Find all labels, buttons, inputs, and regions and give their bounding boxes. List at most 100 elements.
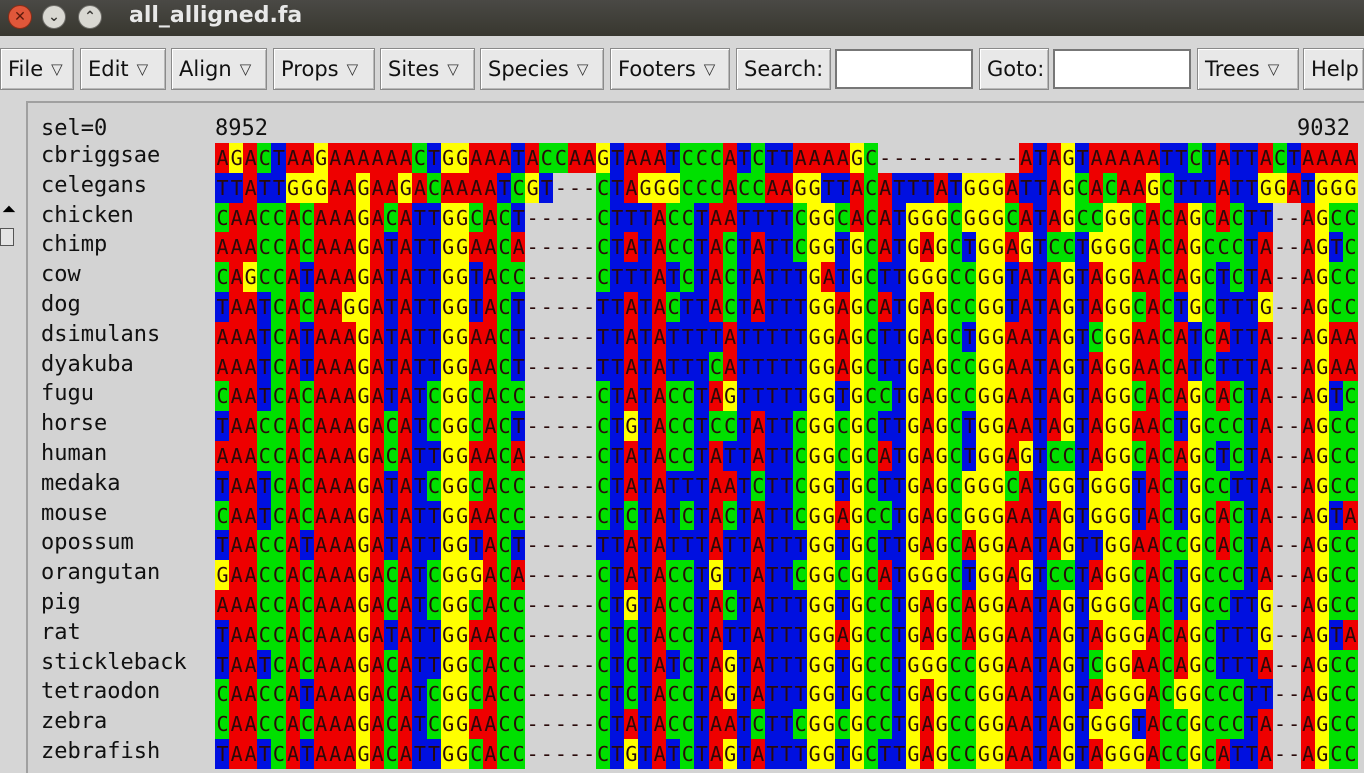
- sequence-cell[interactable]: G: [356, 709, 371, 740]
- sequence-cell[interactable]: A: [652, 530, 668, 561]
- sequence-cell[interactable]: A: [370, 381, 386, 412]
- sequence-cell[interactable]: A: [1173, 619, 1189, 650]
- sequence-cell[interactable]: T: [426, 232, 442, 263]
- sequence-cell[interactable]: -: [525, 470, 541, 501]
- sequence-cell[interactable]: -: [539, 649, 555, 680]
- sequence-cell[interactable]: C: [1075, 172, 1091, 203]
- sequence-cell[interactable]: C: [948, 470, 964, 501]
- sequence-cell[interactable]: T: [215, 411, 230, 442]
- sequence-cell[interactable]: T: [891, 351, 907, 382]
- sequence-cell[interactable]: A: [1131, 262, 1147, 293]
- sequence-cell[interactable]: A: [215, 321, 230, 352]
- sequence-cell[interactable]: T: [609, 172, 625, 203]
- sequence-cell[interactable]: C: [1272, 143, 1288, 173]
- sequence-cell[interactable]: G: [666, 172, 682, 203]
- sequence-cell[interactable]: T: [412, 441, 428, 471]
- sequence-cell[interactable]: T: [891, 292, 907, 322]
- sequence-cell[interactable]: G: [440, 411, 456, 442]
- sequence-cell[interactable]: G: [1272, 172, 1288, 203]
- sequence-cell[interactable]: T: [764, 381, 780, 412]
- sequence-cell[interactable]: C: [271, 351, 287, 382]
- sequence-cell[interactable]: G: [1103, 441, 1119, 471]
- sequence-cell[interactable]: G: [1187, 679, 1203, 710]
- sequence-cell[interactable]: A: [468, 172, 484, 203]
- sequence-cell[interactable]: G: [849, 679, 865, 710]
- sequence-cell[interactable]: T: [609, 739, 625, 769]
- sequence-cell[interactable]: A: [398, 709, 414, 740]
- sequence-cell[interactable]: T: [708, 321, 724, 352]
- sequence-cell[interactable]: G: [962, 202, 978, 233]
- sequence-cell[interactable]: C: [215, 202, 230, 233]
- sequence-cell[interactable]: C: [680, 262, 696, 293]
- sequence-cell[interactable]: C: [215, 709, 230, 740]
- sequence-cell[interactable]: A: [229, 351, 245, 382]
- sequence-cell[interactable]: A: [327, 262, 343, 293]
- sequence-cell[interactable]: A: [623, 381, 639, 412]
- sequence-cell[interactable]: C: [271, 560, 287, 591]
- sequence-cell[interactable]: C: [1343, 292, 1358, 322]
- sequence-cell[interactable]: C: [497, 411, 512, 442]
- sequence-cell[interactable]: C: [863, 590, 879, 620]
- sequence-cell[interactable]: -: [1286, 470, 1302, 501]
- sequence-cell[interactable]: G: [356, 441, 371, 471]
- sequence-cell[interactable]: G: [454, 560, 470, 591]
- sequence-cell[interactable]: T: [539, 172, 555, 203]
- sequence-cell[interactable]: C: [1202, 262, 1217, 293]
- sequence-cell[interactable]: G: [905, 441, 921, 471]
- sequence-cell[interactable]: G: [990, 739, 1006, 769]
- sequence-cell[interactable]: T: [1075, 292, 1091, 322]
- sequence-cell[interactable]: -: [1272, 590, 1288, 620]
- sequence-cell[interactable]: G: [1187, 381, 1203, 412]
- sequence-cell[interactable]: C: [1061, 560, 1076, 591]
- sequence-cell[interactable]: T: [891, 321, 907, 352]
- sequence-cell[interactable]: G: [849, 321, 865, 352]
- sequence-cell[interactable]: C: [215, 381, 230, 412]
- sequence-cell[interactable]: -: [581, 590, 597, 620]
- sequence-cell[interactable]: T: [609, 619, 625, 650]
- sequence-cell[interactable]: T: [426, 500, 442, 531]
- sequence-cell[interactable]: A: [370, 441, 386, 471]
- sequence-cell[interactable]: A: [652, 470, 668, 501]
- sequence-cell[interactable]: C: [468, 202, 484, 233]
- sequence-cell[interactable]: G: [356, 649, 371, 680]
- sequence-cell[interactable]: A: [652, 262, 668, 293]
- sequence-cell[interactable]: T: [962, 321, 978, 352]
- sequence-cell[interactable]: G: [990, 351, 1006, 382]
- sequence-cell[interactable]: G: [1314, 232, 1330, 263]
- sequence-cell[interactable]: C: [877, 619, 893, 650]
- sequence-cell[interactable]: C: [666, 232, 682, 263]
- sequence-cell[interactable]: A: [341, 619, 357, 650]
- sequence-cell[interactable]: G: [976, 709, 992, 740]
- sequence-cell[interactable]: C: [595, 739, 611, 769]
- sequence-cell[interactable]: A: [1046, 262, 1062, 293]
- sequence-cell[interactable]: T: [426, 649, 442, 680]
- sequence-cell[interactable]: G: [807, 649, 823, 680]
- sequence-cell[interactable]: G: [807, 262, 823, 293]
- sequence-cell[interactable]: C: [1004, 202, 1020, 233]
- sequence-cell[interactable]: A: [468, 441, 484, 471]
- sequence-cell[interactable]: A: [708, 470, 724, 501]
- sequence-cell[interactable]: C: [948, 590, 964, 620]
- sequence-cell[interactable]: T: [877, 262, 893, 293]
- sequence-cell[interactable]: C: [511, 590, 527, 620]
- sequence-cell[interactable]: C: [1202, 590, 1217, 620]
- sequence-cell[interactable]: T: [694, 292, 710, 322]
- sequence-cell[interactable]: T: [1032, 232, 1048, 263]
- sequence-cell[interactable]: G: [454, 411, 470, 442]
- sequence-cell[interactable]: T: [384, 530, 400, 561]
- sequence-cell[interactable]: A: [1216, 172, 1232, 203]
- sequence-cell[interactable]: C: [1089, 202, 1105, 233]
- sequence-cell[interactable]: C: [1046, 560, 1062, 591]
- sequence-cell[interactable]: A: [468, 321, 484, 352]
- sequence-cell[interactable]: G: [990, 381, 1006, 412]
- sequence-cell[interactable]: A: [1343, 143, 1358, 173]
- sequence-cell[interactable]: A: [229, 321, 245, 352]
- sequence-cell[interactable]: C: [1343, 739, 1358, 769]
- sequence-cell[interactable]: T: [257, 649, 273, 680]
- sequence-cell[interactable]: -: [525, 649, 541, 680]
- sequence-cell[interactable]: T: [1089, 530, 1105, 561]
- sequence-cell[interactable]: C: [863, 649, 879, 680]
- sequence-cell[interactable]: C: [750, 470, 766, 501]
- sequence-cell[interactable]: G: [1117, 321, 1133, 352]
- sequence-cell[interactable]: G: [440, 381, 456, 412]
